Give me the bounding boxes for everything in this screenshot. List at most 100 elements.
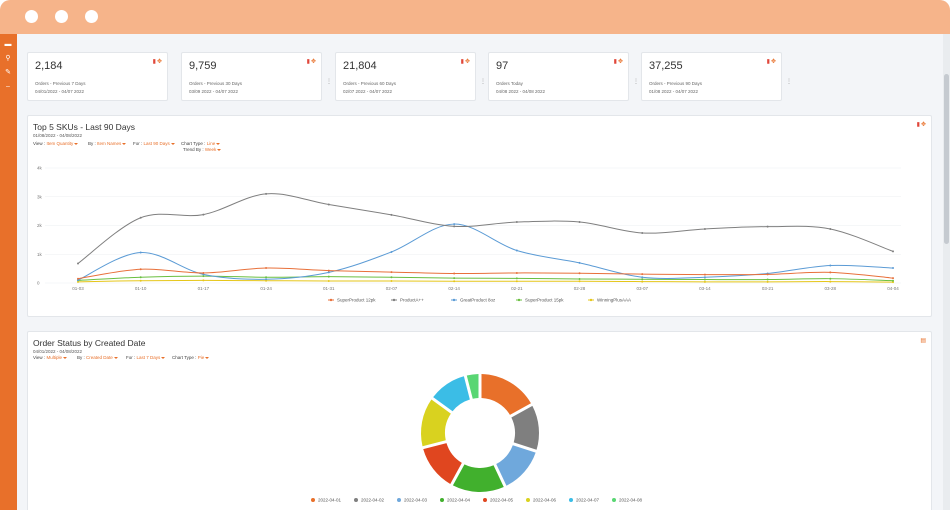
legend-label: 2022-04-04 [447, 498, 471, 503]
data-point [327, 271, 330, 274]
data-point [515, 249, 518, 252]
search-icon[interactable]: ⚲ [5, 55, 11, 62]
legend-label: SuperProduct 15pk [525, 298, 564, 303]
minus-icon[interactable]: – [6, 83, 10, 90]
for-filter[interactable]: For : Last 7 Days [126, 355, 166, 360]
stat-value: 97 [496, 60, 509, 72]
data-point [453, 272, 456, 275]
x-tick-label: 02-21 [511, 286, 523, 291]
scrollbar-thumb[interactable] [944, 74, 949, 244]
legend-label: 2022-04-02 [361, 498, 385, 503]
data-point [327, 275, 330, 278]
x-tick-label: 03-21 [762, 286, 774, 291]
move-icon[interactable]: ✥ [310, 59, 317, 65]
by-filter[interactable]: By : Item Names [88, 141, 127, 146]
legend-item: 2022-04-08 [612, 498, 643, 503]
data-point [515, 277, 518, 280]
data-point [390, 271, 393, 274]
stat-range: 03/09 2022 - 04/07 2022 [189, 89, 239, 94]
pie-slice [496, 445, 536, 486]
window-maximize-dot[interactable] [85, 10, 98, 23]
data-point [578, 280, 581, 283]
x-tick-label: 01-03 [72, 286, 84, 291]
series-line [77, 267, 894, 280]
data-point [327, 269, 330, 272]
data-point [703, 227, 706, 230]
kebab-menu-icon[interactable]: ⋮ [633, 79, 639, 85]
legend-label: 2022-04-08 [619, 498, 643, 503]
data-point [265, 192, 268, 195]
window-close-dot[interactable] [25, 10, 38, 23]
legend-item: 2022-04-03 [397, 498, 428, 503]
window-titlebar [0, 0, 950, 34]
legend-label: 2022-04-01 [318, 498, 342, 503]
move-icon[interactable]: ✥ [464, 59, 471, 65]
data-point [202, 273, 205, 276]
legend-label: 2022-04-05 [490, 498, 514, 503]
move-icon[interactable]: ✥ [156, 59, 163, 65]
data-point [641, 276, 644, 279]
data-point [641, 273, 644, 276]
wrench-icon[interactable]: ✎ [5, 69, 11, 76]
data-point [703, 276, 706, 279]
move-icon[interactable]: ✥ [770, 59, 777, 65]
legend-label: 2022-04-06 [533, 498, 557, 503]
legend-marker [612, 498, 616, 502]
data-point [265, 276, 268, 279]
data-point [202, 275, 205, 278]
stat-range: 04/08 2022 - 04/08 2022 [496, 89, 546, 94]
panel-title: Order Status by Created Date [33, 338, 146, 348]
scrollbar[interactable] [943, 34, 950, 510]
trash-icon[interactable]: ▮ [460, 59, 465, 65]
panel-title: Top 5 SKUs - Last 90 Days [33, 122, 136, 132]
y-tick-label: 4k [37, 166, 43, 171]
window-minimize-dot[interactable] [55, 10, 68, 23]
legend-marker [397, 498, 401, 502]
stat-label: Orders - Previous 60 Days [343, 81, 397, 86]
for-filter[interactable]: For : Last 90 Days [133, 141, 175, 146]
x-tick-label: 01-10 [135, 286, 147, 291]
kebab-menu-icon[interactable]: ⋮ [326, 79, 332, 85]
data-point [265, 279, 268, 282]
data-point [578, 277, 581, 280]
x-tick-label: 01-31 [323, 286, 335, 291]
y-tick-label: 2k [37, 223, 43, 228]
view-filter[interactable]: View : Multiple [33, 355, 67, 360]
x-tick-label: 03-28 [825, 286, 837, 291]
data-point [766, 278, 769, 281]
data-point [515, 221, 518, 224]
kebab-menu-icon[interactable]: ⋮ [786, 79, 792, 85]
data-point [453, 225, 456, 228]
kebab-menu-icon[interactable]: ⋮ [480, 79, 486, 85]
trash-icon[interactable]: ▮ [152, 59, 157, 65]
data-point [641, 278, 644, 281]
legend-marker [392, 298, 396, 302]
legend-marker [329, 298, 333, 302]
data-point [139, 276, 142, 279]
series-line [77, 275, 894, 282]
chart-type-filter[interactable]: Chart Type : Line [181, 141, 221, 146]
trash-icon[interactable]: ▮ [916, 122, 921, 128]
move-icon[interactable]: ✥ [920, 122, 927, 128]
by-filter[interactable]: By : Created Date [77, 355, 118, 360]
move-icon[interactable]: ✥ [617, 59, 624, 65]
x-tick-label: 04-04 [887, 286, 899, 291]
legend-marker [526, 498, 530, 502]
data-point [578, 272, 581, 275]
order-status-panel: Order Status by Created Date 04/01/2022 … [27, 331, 932, 510]
chart-type-filter[interactable]: Chart Type : Pie [172, 355, 210, 360]
pie-slice [421, 399, 451, 447]
legend-item: SuperProduct 15pk [516, 298, 564, 303]
trend-by-filter[interactable]: Trend By : Week [183, 147, 222, 152]
data-point [390, 279, 393, 282]
view-filter[interactable]: View : Item Quantity [33, 141, 79, 146]
trash-icon[interactable]: ▮ [613, 59, 618, 65]
pie-slice [466, 374, 479, 399]
chart-menu-icon[interactable]: ▤ [920, 338, 927, 344]
x-tick-label: 03-14 [699, 286, 711, 291]
trash-icon[interactable]: ▮ [306, 59, 311, 65]
series-line [77, 193, 894, 264]
trash-icon[interactable]: ▮ [766, 59, 771, 65]
folder-icon[interactable]: ▬ [4, 41, 12, 48]
